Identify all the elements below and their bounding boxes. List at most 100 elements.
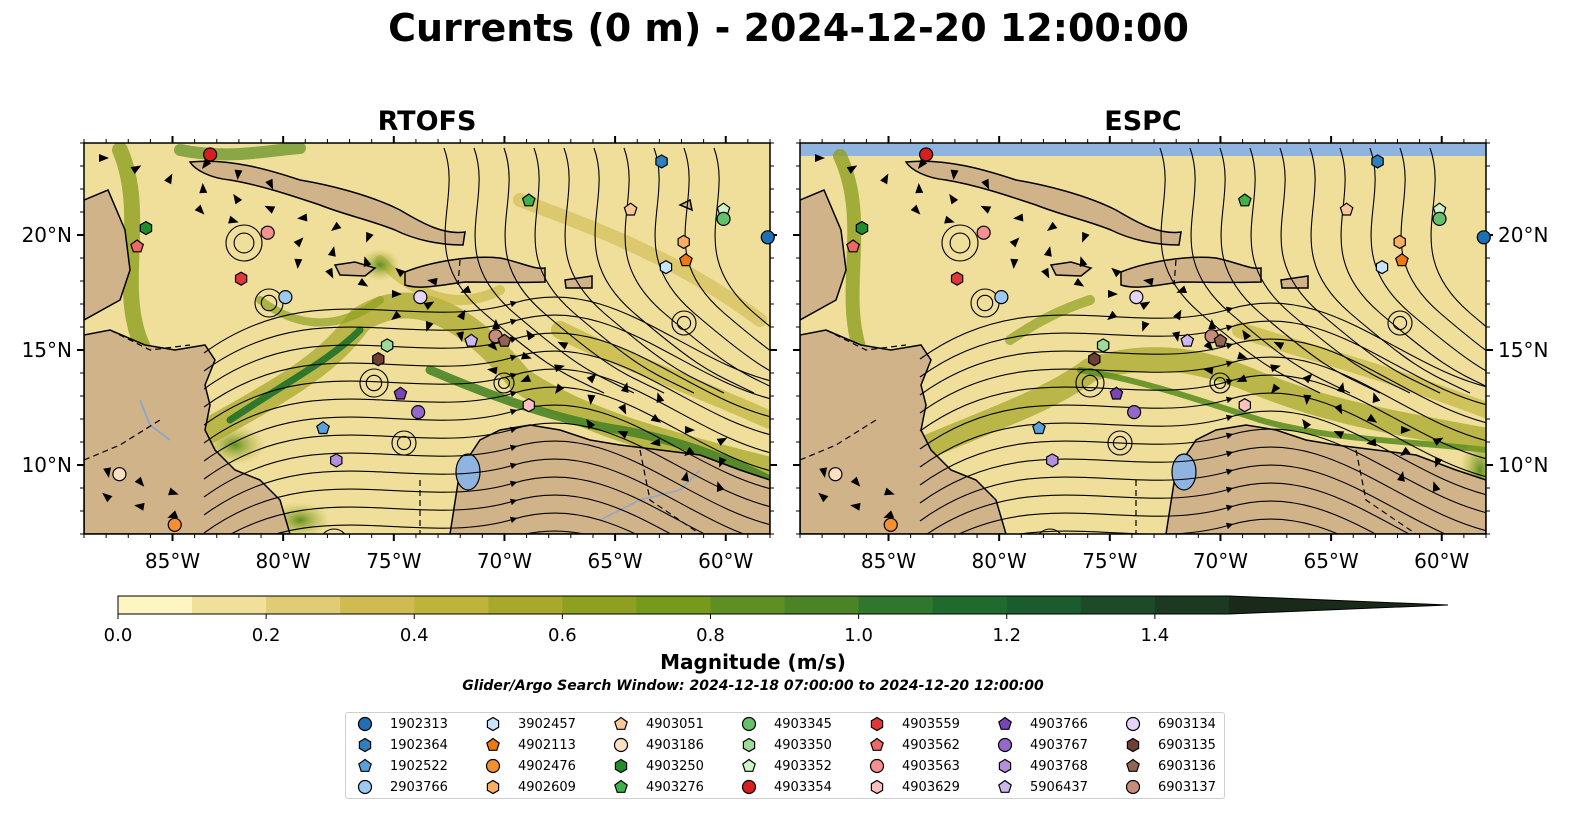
- circle-marker-icon: [741, 779, 757, 795]
- flow-arrow: [103, 467, 112, 478]
- flow-arrow: [950, 169, 959, 180]
- flow-arrow: [555, 383, 565, 395]
- legend-label: 1902364: [390, 737, 448, 753]
- flow-arrow: [883, 510, 895, 518]
- flow-arrow: [201, 158, 212, 169]
- float-marker-2903766: [994, 290, 1009, 305]
- legend-label: 4903562: [902, 737, 960, 753]
- flow-arrow: [716, 481, 725, 493]
- flow-arrow: [456, 331, 464, 342]
- y-tick-label: 10°N: [1498, 453, 1548, 477]
- legend-item-6903136: 6903136: [1124, 756, 1216, 776]
- legend-marker: [486, 716, 500, 732]
- legend-label: 4903768: [1030, 758, 1088, 774]
- streamline: [593, 147, 755, 394]
- float-marker-4903768: [330, 453, 343, 468]
- float-marker-4903051: [1339, 202, 1354, 216]
- legend-label: 4903051: [646, 716, 704, 732]
- float-marker-4903250: [139, 220, 153, 236]
- flow-arrow: [294, 258, 303, 269]
- legend-marker: [486, 737, 500, 751]
- x-tick-label: 70°W: [1193, 549, 1248, 573]
- legend-label: 4903354: [774, 779, 832, 795]
- streamline: [919, 410, 1486, 496]
- pentagon-marker-icon: [1126, 758, 1140, 772]
- flow-arrow: [1172, 331, 1180, 342]
- legend-label: 4903563: [902, 758, 960, 774]
- float-marker-6903136: [1213, 333, 1228, 347]
- legend-marker: [614, 758, 628, 774]
- flow-arrow: [199, 183, 208, 194]
- eddy-streamline: [225, 224, 263, 262]
- float-marker-4903562: [130, 239, 145, 253]
- flow-arrow: [1208, 319, 1217, 330]
- streamline: [1369, 147, 1486, 372]
- flow-arrow: [1041, 267, 1050, 279]
- flow-arrow: [1079, 256, 1088, 267]
- eddy-streamline: [213, 552, 235, 574]
- streamline: [1339, 147, 1486, 387]
- legend-label: 4903345: [774, 716, 832, 732]
- legend-label: 4903767: [1030, 737, 1088, 753]
- float-marker-4903276: [521, 193, 536, 207]
- rtofs-map: [84, 143, 770, 534]
- flow-arrow: [1107, 310, 1118, 321]
- hexagon-marker-icon: [870, 779, 884, 795]
- streamline: [503, 147, 665, 394]
- legend-marker: [357, 779, 373, 795]
- figure-title: Currents (0 m) - 2024-12-20 12:00:00: [388, 6, 1189, 50]
- flow-arrow: [1435, 456, 1443, 468]
- flow-arrow: [391, 289, 402, 298]
- flow-arrow: [1303, 394, 1312, 405]
- flow-arrow: [1139, 301, 1151, 310]
- legend-label: 5906437: [1030, 779, 1088, 795]
- legend-label: 6903135: [1158, 737, 1216, 753]
- streamline: [919, 338, 1486, 424]
- flow-arrow: [880, 173, 889, 185]
- x-tick-label: 65°W: [1303, 549, 1358, 573]
- legend-label: 4902113: [518, 737, 576, 753]
- legend-item-4903766: 4903766: [996, 714, 1088, 734]
- float-marker-4903563: [976, 225, 991, 240]
- legend-item-4903768: 4903768: [996, 756, 1088, 776]
- legend-marker: [486, 779, 500, 795]
- streamline: [443, 147, 605, 394]
- flow-arrow: [1400, 446, 1411, 457]
- flow-arrow: [1400, 425, 1411, 434]
- flow-arrow: [492, 319, 501, 330]
- flow-arrow: [1082, 231, 1090, 243]
- eddy-streamline: [1075, 368, 1105, 398]
- eddy-streamline: [326, 535, 341, 550]
- flow-arrow: [684, 446, 695, 457]
- circle-marker-icon: [997, 737, 1013, 753]
- colorbar-label: Magnitude (m/s): [660, 650, 846, 674]
- eddy-streamline: [1213, 376, 1227, 390]
- flow-arrow: [457, 309, 466, 321]
- flow-arrow: [1203, 340, 1214, 351]
- colorbar-segment: [414, 596, 489, 614]
- colorbar-segment: [1080, 596, 1156, 614]
- colorbar-outline: [117, 595, 1449, 615]
- float-marker-1902364: [1371, 154, 1384, 169]
- legend-label: 4903350: [774, 737, 832, 753]
- streamline: [1017, 518, 1340, 534]
- flow-arrow: [1107, 289, 1118, 298]
- flow-arrow: [681, 471, 689, 482]
- legend-label: 4903559: [902, 716, 960, 732]
- espc-speed-field: [833, 149, 1486, 462]
- float-marker-4903354: [203, 147, 218, 162]
- legend-item-4903186: 4903186: [612, 735, 704, 755]
- streamline: [203, 476, 706, 534]
- legend-item-4903629: 4903629: [868, 777, 960, 797]
- streamline: [230, 494, 672, 534]
- streamline: [273, 512, 637, 534]
- float-marker-4903559: [950, 271, 964, 286]
- flow-arrow: [586, 418, 596, 430]
- flow-arrow: [327, 246, 336, 257]
- legend-marker: [869, 758, 885, 774]
- legend-marker: [741, 716, 757, 732]
- axis-ticks: 85°W 80°W 75°W 70°W 65°W 60°W 20°N 15°N 10°N 85°W…: [22, 136, 1548, 573]
- flow-arrow: [1334, 403, 1343, 415]
- legend-item-4902476: 4902476: [484, 756, 576, 776]
- x-tick-label: 60°W: [1414, 549, 1469, 573]
